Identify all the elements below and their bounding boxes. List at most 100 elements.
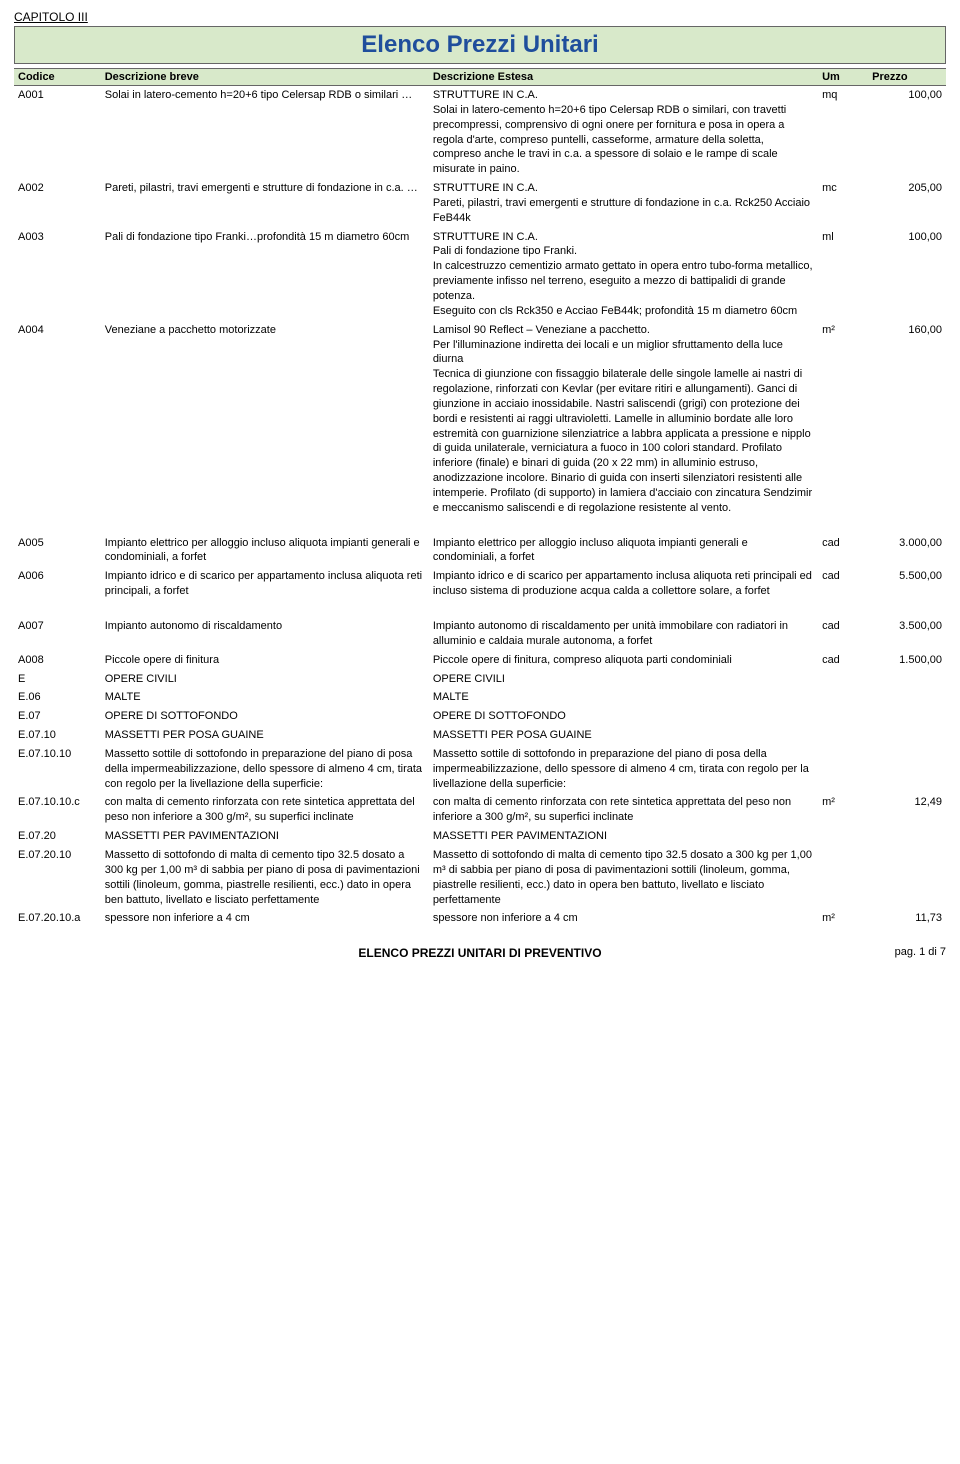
cell-price: 100,00	[868, 86, 946, 180]
table-row: E.07OPERE DI SOTTOFONDOOPERE DI SOTTOFON…	[14, 707, 946, 726]
cell-short: Pali di fondazione tipo Franki…profondit…	[101, 228, 429, 321]
cell-price	[868, 827, 946, 846]
cell-code: E.07.10.10.c	[14, 793, 101, 827]
cell-price	[868, 670, 946, 689]
cell-short: Pareti, pilastri, travi emergenti e stru…	[101, 179, 429, 228]
cell-um	[818, 726, 868, 745]
table-row: E.07.20.10Massetto di sottofondo di malt…	[14, 846, 946, 909]
cell-short: OPERE DI SOTTOFONDO	[101, 707, 429, 726]
cell-long: spessore non inferiore a 4 cm	[429, 909, 818, 928]
table-row: E.07.10.10.ccon malta di cemento rinforz…	[14, 793, 946, 827]
table-row: E.06MALTEMALTE	[14, 688, 946, 707]
table-row: EOPERE CIVILIOPERE CIVILI	[14, 670, 946, 689]
cell-short: Impianto autonomo di riscaldamento	[101, 617, 429, 651]
th-price: Prezzo	[868, 69, 946, 86]
table-row	[14, 518, 946, 534]
cell-price: 12,49	[868, 793, 946, 827]
cell-long: Impianto autonomo di riscaldamento per u…	[429, 617, 818, 651]
price-table: Codice Descrizione breve Descrizione Est…	[14, 68, 946, 928]
table-header-row: Codice Descrizione breve Descrizione Est…	[14, 69, 946, 86]
chapter-label: CAPITOLO III	[14, 10, 946, 24]
cell-um	[818, 846, 868, 909]
cell-short: Massetto sottile di sottofondo in prepar…	[101, 745, 429, 794]
table-row: E.07.10.10Massetto sottile di sottofondo…	[14, 745, 946, 794]
cell-um: mq	[818, 86, 868, 180]
table-row: A005 Impianto elettrico per alloggio incl…	[14, 534, 946, 568]
cell-code: A001	[14, 86, 101, 180]
cell-long: Piccole opere di finitura, compreso aliq…	[429, 651, 818, 670]
th-code: Codice	[14, 69, 101, 86]
cell-code: A003	[14, 228, 101, 321]
cell-long: MASSETTI PER PAVIMENTAZIONI	[429, 827, 818, 846]
cell-long: STRUTTURE IN C.A.Pareti, pilastri, travi…	[429, 179, 818, 228]
cell-long: Massetto di sottofondo di malta di cemen…	[429, 846, 818, 909]
table-row: A003Pali di fondazione tipo Franki…profo…	[14, 228, 946, 321]
cell-code: E.07.10.10	[14, 745, 101, 794]
cell-long: STRUTTURE IN C.A.Solai in latero-cemento…	[429, 86, 818, 180]
cell-long: con malta di cemento rinforzata con rete…	[429, 793, 818, 827]
cell-short: MALTE	[101, 688, 429, 707]
cell-um: mc	[818, 179, 868, 228]
cell-price	[868, 726, 946, 745]
cell-code: A005	[14, 534, 101, 568]
table-row: E.07.20.10.aspessore non inferiore a 4 c…	[14, 909, 946, 928]
table-row: A006Impianto idrico e di scarico per app…	[14, 567, 946, 601]
footer: ELENCO PREZZI UNITARI DI PREVENTIVO pag.…	[14, 946, 946, 966]
cell-code: E	[14, 670, 101, 689]
cell-price: 100,00	[868, 228, 946, 321]
cell-price: 3.000,00	[868, 534, 946, 568]
cell-short: Massetto di sottofondo di malta di cemen…	[101, 846, 429, 909]
cell-code: E.07.20	[14, 827, 101, 846]
cell-price	[868, 688, 946, 707]
cell-short: Solai in latero-cemento h=20+6 tipo Cele…	[101, 86, 429, 180]
table-row: A001Solai in latero-cemento h=20+6 tipo …	[14, 86, 946, 180]
cell-um	[818, 688, 868, 707]
cell-price: 11,73	[868, 909, 946, 928]
cell-short: Veneziane a pacchetto motorizzate	[101, 321, 429, 518]
cell-code: E.07.20.10.a	[14, 909, 101, 928]
cell-um	[818, 827, 868, 846]
cell-um: m²	[818, 909, 868, 928]
table-row: A002Pareti, pilastri, travi emergenti e …	[14, 179, 946, 228]
table-row: E.07.10MASSETTI PER POSA GUAINEMASSETTI …	[14, 726, 946, 745]
cell-long: OPERE DI SOTTOFONDO	[429, 707, 818, 726]
spacer-cell	[14, 518, 946, 534]
cell-um: cad	[818, 567, 868, 601]
cell-price: 5.500,00	[868, 567, 946, 601]
cell-short: Piccole opere di finitura	[101, 651, 429, 670]
cell-price: 160,00	[868, 321, 946, 518]
cell-short: OPERE CIVILI	[101, 670, 429, 689]
table-row: E.07.20MASSETTI PER PAVIMENTAZIONIMASSET…	[14, 827, 946, 846]
cell-um: cad	[818, 651, 868, 670]
cell-code: A004	[14, 321, 101, 518]
cell-price: 1.500,00	[868, 651, 946, 670]
cell-short: spessore non inferiore a 4 cm	[101, 909, 429, 928]
cell-short: MASSETTI PER PAVIMENTAZIONI	[101, 827, 429, 846]
cell-code: E.07	[14, 707, 101, 726]
cell-short: Impianto idrico e di scarico per apparta…	[101, 567, 429, 601]
cell-price: 3.500,00	[868, 617, 946, 651]
table-row	[14, 601, 946, 617]
cell-code: A006	[14, 567, 101, 601]
cell-code: A002	[14, 179, 101, 228]
cell-code: A007	[14, 617, 101, 651]
th-short: Descrizione breve	[101, 69, 429, 86]
footer-center: ELENCO PREZZI UNITARI DI PREVENTIVO	[14, 946, 946, 960]
cell-short: MASSETTI PER POSA GUAINE	[101, 726, 429, 745]
cell-long: Impianto elettrico per alloggio incluso …	[429, 534, 818, 568]
cell-um: m²	[818, 321, 868, 518]
table-row: A008Piccole opere di finituraPiccole ope…	[14, 651, 946, 670]
cell-code: E.06	[14, 688, 101, 707]
cell-short: con malta di cemento rinforzata con rete…	[101, 793, 429, 827]
cell-price	[868, 707, 946, 726]
cell-price	[868, 846, 946, 909]
page-title: Elenco Prezzi Unitari	[15, 31, 945, 59]
cell-um: ml	[818, 228, 868, 321]
cell-long: MALTE	[429, 688, 818, 707]
table-row: A007Impianto autonomo di riscaldamentoIm…	[14, 617, 946, 651]
spacer-cell	[14, 601, 946, 617]
cell-code: A008	[14, 651, 101, 670]
cell-um: cad	[818, 617, 868, 651]
cell-um	[818, 670, 868, 689]
cell-price: 205,00	[868, 179, 946, 228]
